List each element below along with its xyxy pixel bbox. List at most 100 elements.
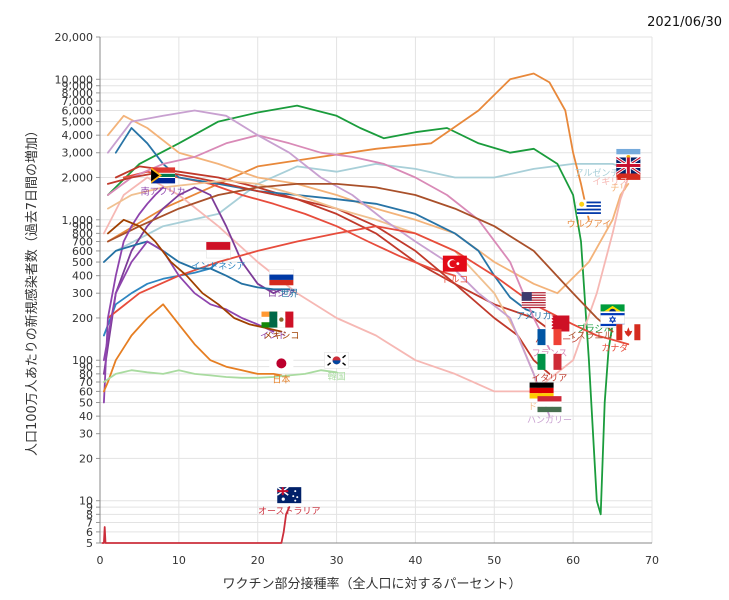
uk-flag-icon: [615, 156, 642, 175]
y-axis-title: 人口100万人あたりの新規感染者数（過去7日間の増加）: [24, 124, 40, 456]
y-tick-label: 90: [79, 361, 93, 374]
series-label-20: 日本: [272, 373, 290, 385]
series-label-3: チリ: [610, 183, 628, 194]
x-tick-label: 20: [251, 554, 265, 567]
series-line-3: [107, 114, 630, 295]
italy-flag-icon: [537, 353, 562, 370]
series-label-19: メキシコ: [263, 332, 299, 342]
uruguay-flag-icon: [576, 199, 601, 216]
series-label-0: アルゼンチン: [574, 167, 628, 179]
y-tick-label: 20: [79, 452, 93, 465]
series-label-4: イギリス: [592, 176, 628, 187]
series-line-7: [103, 261, 220, 337]
russia-flag-icon: [269, 269, 294, 286]
series-line-22: [101, 506, 291, 544]
series-label-14: イスラエル: [568, 331, 613, 342]
y-tick-label: 50: [79, 397, 93, 410]
australia-flag-icon: [276, 486, 302, 504]
y-tick-label: 4,000: [62, 129, 94, 142]
axis-layer: 0 10 20 30 40 50 60 705678910203040506070809010…: [55, 31, 660, 567]
series-label-11: イタリア: [532, 373, 568, 384]
series-label-16: 南アフリカ: [141, 185, 186, 197]
y-tick-label: 2,000: [62, 171, 94, 184]
series-label-8: トルコ: [441, 276, 468, 286]
series-label-2: ウルグアイ: [567, 218, 612, 230]
y-tick-label: 5,000: [62, 116, 94, 129]
y-tick-label: 60: [79, 385, 93, 398]
series-line-17: [103, 240, 291, 291]
y-tick-label: 9: [86, 501, 93, 514]
series-line-0: [114, 163, 630, 252]
series-label-21: 韓国: [328, 371, 346, 382]
y-tick-label: 600: [72, 245, 93, 258]
y-tick-label: 7: [86, 516, 93, 529]
y-tick-label: 5: [86, 537, 93, 550]
series-line-18: [103, 240, 275, 362]
series-line-9: [114, 127, 535, 313]
series-line-4: [103, 176, 630, 393]
series-line-6: [103, 186, 283, 375]
x-tick-label: 70: [645, 554, 659, 567]
japan-flag-icon: [269, 355, 294, 372]
series-line-19: [107, 218, 283, 333]
israel-flag-icon: [600, 311, 625, 328]
y-tick-label: 800: [72, 227, 93, 240]
y-tick-label: 200: [72, 312, 93, 325]
germany-flag-icon: [529, 382, 554, 399]
series-label-10: フランス: [532, 348, 568, 359]
y-tick-label: 20,000: [55, 31, 94, 44]
series-label-18: インド: [260, 332, 287, 342]
x-tick-label: 10: [172, 554, 186, 567]
y-tick-label: 1,000: [62, 214, 94, 227]
series-line-5: [114, 165, 559, 337]
y-tick-label: 700: [72, 236, 93, 249]
y-tick-label: 80: [79, 368, 93, 381]
y-tick-label: 10: [79, 495, 93, 508]
series-label-6: ロシア: [268, 289, 295, 299]
y-tick-label: 6: [86, 526, 93, 539]
series-line-2: [107, 72, 590, 243]
france-flag-icon: [537, 329, 562, 346]
series-label-7: インドネシア: [191, 261, 245, 272]
turkey-flag-icon: [442, 255, 467, 272]
label-layer: アルゼンチンブラジルウルグアイチリイギリスバーレーンロシアインドネシアトルコアメ…: [141, 148, 642, 517]
y-tick-label: 70: [79, 376, 93, 389]
series-line-12: [107, 179, 543, 404]
series-line-21: [103, 369, 338, 383]
y-tick-label: 7,000: [62, 95, 94, 108]
y-tick-label: 3,000: [62, 147, 94, 160]
series-label-13: ハンガリー: [527, 415, 572, 426]
series-label-22: オーストラリア: [258, 506, 321, 517]
series-layer: [101, 72, 630, 544]
y-tick-label: 40: [79, 410, 93, 423]
usa-flag-icon: [521, 292, 546, 309]
y-tick-label: 900: [72, 220, 93, 233]
series-label-15: カナダ: [601, 342, 628, 354]
y-tick-label: 100: [72, 354, 93, 367]
y-tick-label: 8: [86, 508, 93, 521]
y-tick-label: 300: [72, 287, 93, 300]
series-line-13: [107, 109, 551, 417]
y-tick-label: 400: [72, 270, 93, 283]
mexico-flag-icon: [269, 311, 294, 328]
y-tick-label: 10,000: [55, 73, 94, 86]
x-tick-label: 60: [566, 554, 580, 567]
x-tick-label: 40: [408, 554, 422, 567]
x-tick-label: 0: [97, 554, 104, 567]
bahrain-flag-icon: [545, 315, 570, 332]
indonesia-flag-icon: [206, 242, 231, 259]
y-tick-label: 8,000: [62, 87, 94, 100]
hungary-flag-icon: [537, 396, 562, 413]
canada-flag-icon: [616, 324, 641, 341]
date-label: 2021/06/30: [647, 15, 722, 30]
y-tick-label: 6,000: [62, 104, 94, 117]
x-axis-title: ワクチン部分接種率（全人口に対するパーセント）: [222, 576, 521, 592]
south-africa-flag-icon: [151, 167, 176, 184]
korea-flag-icon: [324, 352, 349, 369]
y-tick-label: 9,000: [62, 80, 94, 93]
series-line-20: [103, 303, 283, 393]
series-label-9: アメリカ: [516, 311, 552, 322]
y-tick-label: 30: [79, 428, 93, 441]
